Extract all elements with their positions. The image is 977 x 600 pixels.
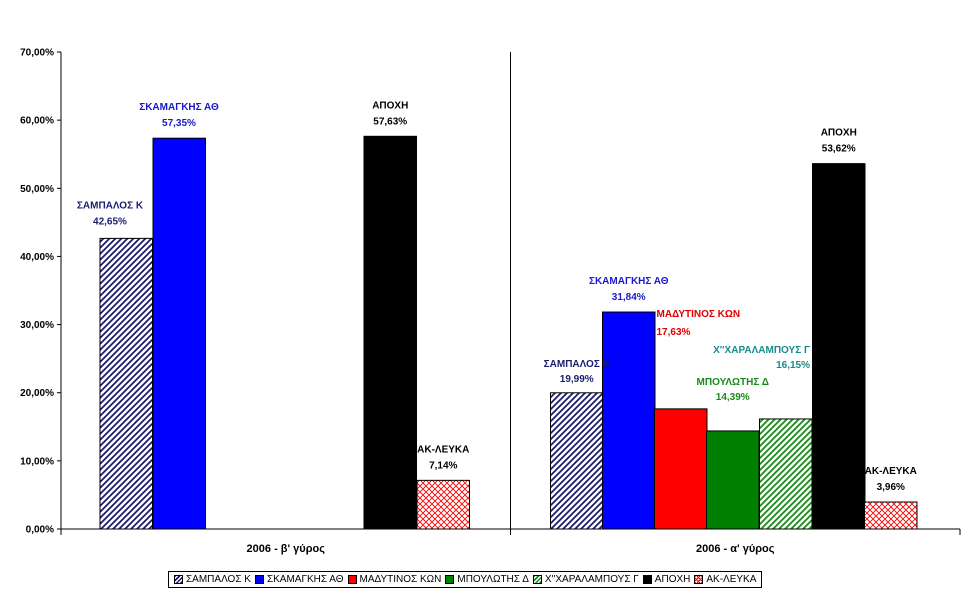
legend-label: ΜΠΟΥΛΩΤΗΣ Δ	[457, 574, 529, 585]
y-tick-label: 10,00%	[20, 456, 54, 467]
data-label-value: 57,35%	[162, 118, 196, 129]
legend-swatch	[254, 575, 264, 584]
legend-label: ΜΑΔΥΤΙΝΟΣ ΚΩΝ	[359, 574, 442, 585]
data-label-name: ΑΚ-ΛΕΥΚΑ	[865, 466, 917, 477]
data-label-value: 31,84%	[612, 292, 646, 303]
legend-item: ΑΠΟΧΗ	[642, 574, 691, 585]
bar-μπουλωτης-δ	[706, 430, 760, 530]
legend-swatch	[532, 575, 542, 584]
data-label-value: 19,99%	[560, 374, 594, 385]
data-label-name: ΣΑΜΠΑΛΟΣ Κ	[544, 359, 611, 370]
legend-label: ΑΚ-ΛΕΥΚΑ	[706, 574, 757, 585]
data-label-value: 17,63%	[657, 327, 691, 338]
bar-σαμπαλος-κ	[550, 392, 604, 530]
legend-item: ΜΑΔΥΤΙΝΟΣ ΚΩΝ	[347, 574, 442, 585]
bar-χ-χαραλαμπους-γ	[759, 418, 813, 530]
bar-αποχη	[363, 135, 417, 530]
bar-αποχη	[812, 163, 866, 530]
axes: 0,00% 10,00% 20,00% 30,00% 40,00% 50,00% 60,00…	[20, 48, 961, 555]
bar-ακ-λευκα	[864, 501, 918, 530]
data-label-value: 53,62%	[822, 144, 856, 155]
legend-item: ΜΠΟΥΛΩΤΗΣ Δ	[445, 574, 529, 585]
data-label-name: ΑΚ-ΛΕΥΚΑ	[417, 444, 469, 455]
y-tick-label: 30,00%	[20, 320, 54, 331]
data-labels: ΣΑΜΠΑΛΟΣ Κ 42,65% ΣΚΑΜΑΓΚΗΣ ΑΘ 57,35% ΑΠΟΧΗ 5…	[77, 100, 917, 493]
y-tick-label: 70,00%	[20, 48, 54, 59]
y-tick-label: 0,00%	[26, 525, 54, 536]
legend-swatch	[694, 575, 704, 584]
bar-σαμπαλος-κ	[99, 237, 153, 530]
legend-swatch	[347, 575, 357, 584]
legend-swatch	[642, 575, 652, 584]
data-label-value: 57,63%	[373, 116, 407, 127]
legend: ΣΑΜΠΑΛΟΣ Κ ΣΚΑΜΑΓΚΗΣ ΑΘ ΜΑΔΥΤΙΝΟΣ ΚΩΝ ΜΠΟΥΛ…	[168, 571, 763, 588]
y-tick-label: 60,00%	[20, 116, 54, 127]
y-tick-label: 40,00%	[20, 252, 54, 263]
legend-item: ΑΚ-ΛΕΥΚΑ	[694, 574, 756, 585]
bar-σκαμαγκης-αθ	[152, 137, 206, 530]
legend-label: ΣΚΑΜΑΓΚΗΣ ΑΘ	[266, 574, 344, 585]
bars	[99, 135, 918, 530]
legend-item: Χ''ΧΑΡΑΛΑΜΠΟΥΣ Γ	[532, 574, 639, 585]
x-tick-label: 2006 - β' γύρος	[247, 543, 326, 555]
data-label-name: ΜΠΟΥΛΩΤΗΣ Δ	[697, 377, 769, 388]
x-tick-label: 2006 - α' γύρος	[696, 543, 775, 555]
data-label-name: ΑΠΟΧΗ	[821, 128, 857, 139]
data-label-name: ΑΠΟΧΗ	[372, 100, 408, 111]
data-label-name: ΜΑΔΥΤΙΝΟΣ ΚΩΝ	[657, 309, 741, 320]
legend-item: ΣΚΑΜΑΓΚΗΣ ΑΘ	[254, 574, 344, 585]
bar-μαδυτινος-κων	[654, 408, 708, 530]
legend-item: ΣΑΜΠΑΛΟΣ Κ	[174, 574, 251, 585]
data-label-value: 7,14%	[429, 460, 457, 471]
legend-swatch	[445, 575, 455, 584]
data-label-value: 16,15%	[776, 360, 810, 371]
bar-σκαμαγκης-αθ	[602, 311, 656, 530]
data-label-name: Χ''ΧΑΡΑΛΑΜΠΟΥΣ Γ	[713, 345, 810, 356]
legend-label: Χ''ΧΑΡΑΛΑΜΠΟΥΣ Γ	[544, 574, 639, 585]
bar-ακ-λευκα	[416, 479, 470, 530]
data-label-value: 42,65%	[93, 216, 127, 227]
legend-swatch	[174, 575, 183, 584]
y-tick-label: 20,00%	[20, 388, 54, 399]
data-label-name: ΣΑΜΠΑΛΟΣ Κ	[77, 200, 144, 211]
legend-label: ΑΠΟΧΗ	[654, 574, 691, 585]
data-label-name: ΣΚΑΜΑΓΚΗΣ ΑΘ	[589, 276, 669, 287]
data-label-value: 3,96%	[877, 482, 905, 493]
y-tick-label: 50,00%	[20, 184, 54, 195]
data-label-value: 14,39%	[716, 392, 750, 403]
data-label-name: ΣΚΑΜΑΓΚΗΣ ΑΘ	[139, 102, 219, 113]
bar-chart: 0,00% 10,00% 20,00% 30,00% 40,00% 50,00% 60,00…	[20, 48, 961, 555]
legend-label: ΣΑΜΠΑΛΟΣ Κ	[186, 574, 251, 585]
